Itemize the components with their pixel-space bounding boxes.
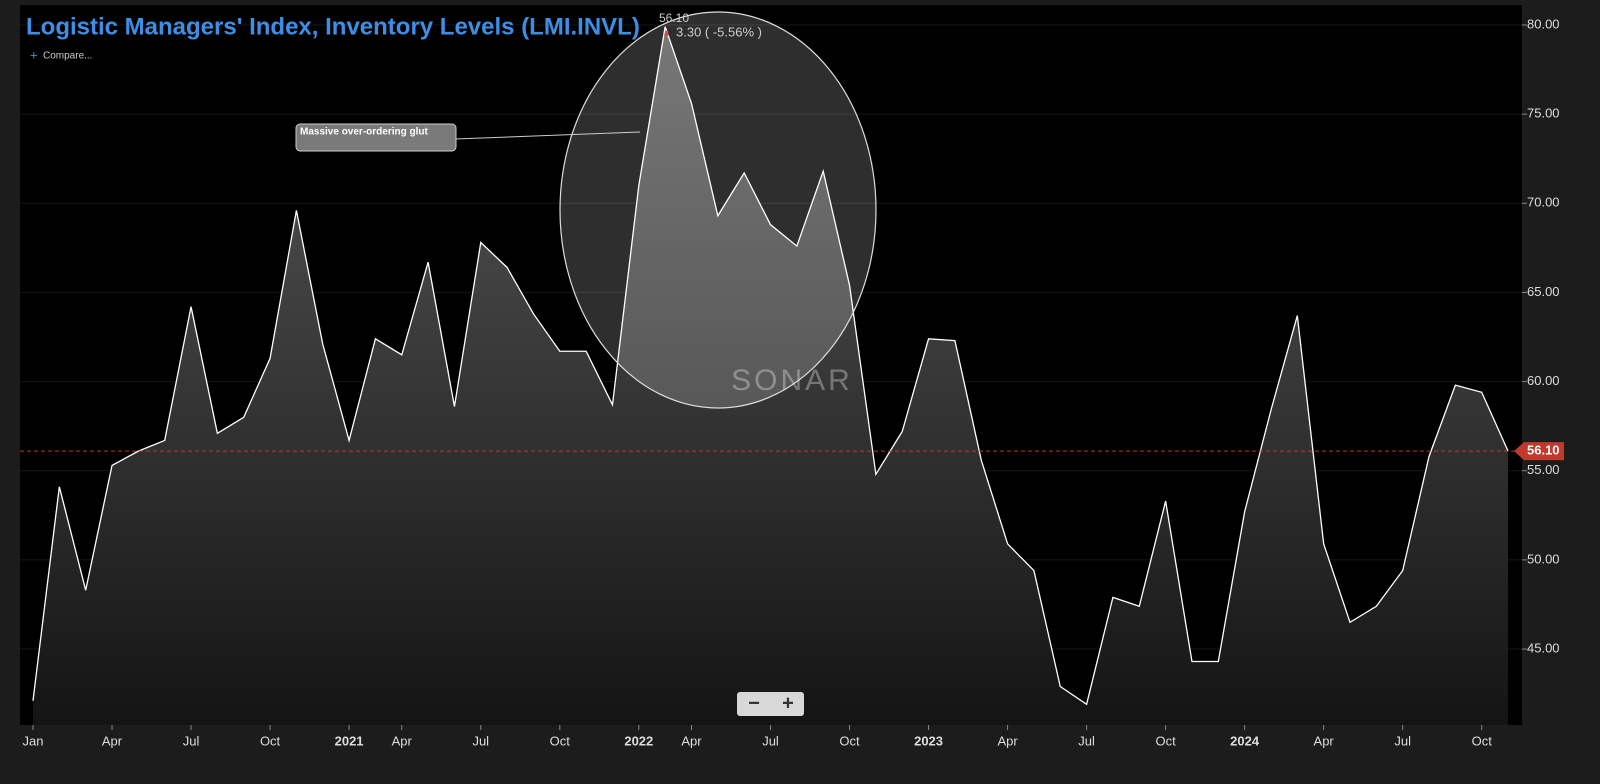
plus-icon[interactable]: + <box>30 47 38 62</box>
tooltip-change: 3.30 ( -5.56% ) <box>676 24 762 39</box>
y-tick-label: 75.00 <box>1527 106 1560 121</box>
y-tick-label: 70.00 <box>1527 195 1560 210</box>
tooltip-value: 56.10 <box>659 11 689 25</box>
x-tick-label: Jul <box>1078 733 1095 748</box>
y-tick-label: 50.00 <box>1527 551 1560 566</box>
callout-pointer <box>454 131 641 140</box>
x-tick-label: 2021 <box>335 733 364 748</box>
chart-title: Logistic Managers' Index, Inventory Leve… <box>26 13 640 40</box>
line <box>32 26 1509 706</box>
compare-link[interactable]: Compare... <box>43 51 92 62</box>
x-tick-label: Jul <box>183 733 200 748</box>
y-tick-label: 60.00 <box>1527 373 1560 388</box>
x-tick-label: Jul <box>762 733 779 748</box>
watermark: SONAR <box>731 364 853 397</box>
y-tick-label: 65.00 <box>1527 284 1560 299</box>
x-tick-label: Oct <box>839 733 860 748</box>
x-tick-label: 2023 <box>914 733 943 748</box>
y-tick-label: 80.00 <box>1527 16 1560 31</box>
x-tick-label: 2022 <box>624 733 653 748</box>
zoom-out[interactable]: − <box>748 692 760 714</box>
zoom-in[interactable]: + <box>782 692 794 714</box>
zoom-controls: − + <box>737 692 804 716</box>
callout-text: Massive over-ordering glut <box>300 127 428 138</box>
x-tick-label: Oct <box>550 733 571 748</box>
y-tick-label: 55.00 <box>1527 462 1560 477</box>
last-value-badge <box>1514 442 1564 461</box>
x-tick-label: Apr <box>681 733 702 748</box>
tooltip-arrow: ▲ <box>662 27 671 37</box>
x-tick-label: Jul <box>1394 733 1411 748</box>
x-tick-label: Oct <box>1472 733 1493 748</box>
last-value-label: 56.10 <box>1527 443 1560 458</box>
x-tick-label: Apr <box>102 733 123 748</box>
x-tick-label: Jul <box>472 733 489 748</box>
x-tick-label: 2024 <box>1230 733 1260 748</box>
area-fill <box>33 26 1509 725</box>
callout-box <box>295 123 457 152</box>
x-tick-label: Apr <box>392 733 413 748</box>
x-tick-label: Apr <box>997 733 1018 748</box>
x-tick-label: Oct <box>1156 733 1177 748</box>
y-tick-label: 45.00 <box>1527 640 1560 655</box>
highlight-ellipse <box>559 11 877 409</box>
zoom-bg <box>737 692 804 716</box>
x-tick-label: Oct <box>260 733 281 748</box>
x-tick-label: Jan <box>23 733 44 748</box>
x-tick-label: Apr <box>1314 733 1335 748</box>
